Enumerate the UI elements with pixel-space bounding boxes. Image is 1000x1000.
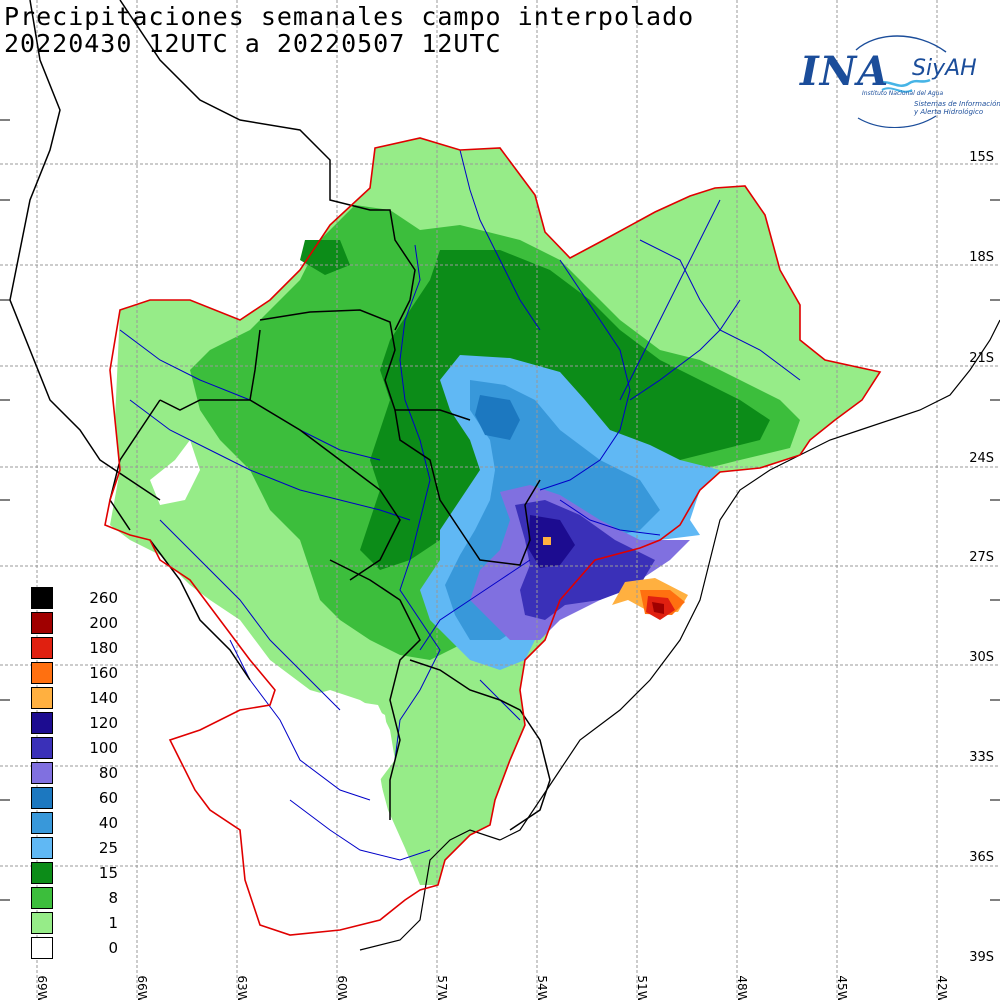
field-peak-spot [543, 537, 551, 545]
legend-label: 25 [98, 839, 118, 857]
legend-swatch [31, 912, 53, 934]
legend-item: 260 [30, 586, 118, 611]
lat-label-21s: 21S [969, 351, 994, 366]
legend-swatch [31, 687, 53, 709]
lon-label-48w: 48W [735, 975, 749, 1000]
logo-system-line-2: y Alerta Hidrológico [914, 108, 984, 116]
legend-label: 8 [108, 889, 118, 907]
legend-label: 60 [98, 789, 118, 807]
legend-swatch [31, 787, 53, 809]
lat-label-33s: 33S [969, 750, 994, 765]
legend-label: 40 [98, 814, 118, 832]
lat-label-18s: 18S [969, 250, 994, 265]
legend-label: 15 [98, 864, 118, 882]
lon-label-66w: 66W [135, 975, 149, 1000]
lat-label-30s: 30S [969, 650, 994, 665]
field-200mm [652, 602, 664, 614]
lat-label-27s: 27S [969, 550, 994, 565]
map-title: Precipitaciones semanales campo interpol… [4, 2, 695, 31]
lon-label-51w: 51W [635, 975, 649, 1000]
legend-label: 120 [89, 714, 118, 732]
legend-label: 1 [108, 914, 118, 932]
logo-siyah-text: SiyAH [912, 56, 977, 81]
legend-swatch [31, 712, 53, 734]
legend-swatch [31, 662, 53, 684]
legend-swatch [31, 587, 53, 609]
legend-swatch [31, 637, 53, 659]
legend-label: 140 [89, 689, 118, 707]
legend-item: 60 [30, 786, 118, 811]
lon-label-57w: 57W [435, 975, 449, 1000]
ina-siyah-logo: INA SiyAH Instituto Nacional del Agua Si… [796, 32, 1000, 128]
legend-label: 160 [89, 664, 118, 682]
logo-ina-text: INA [800, 48, 890, 95]
legend-label: 260 [89, 589, 118, 607]
field-60mm [475, 395, 520, 440]
map-date-range: 20220430 12UTC a 20220507 12UTC [4, 29, 502, 58]
legend-label: 80 [98, 764, 118, 782]
frame-ticks [0, 119, 1000, 901]
precip-field [110, 138, 880, 885]
basin-outline [104, 137, 882, 936]
legend-label: 100 [89, 739, 118, 757]
field-0mm-south [230, 690, 390, 860]
legend-item: 120 [30, 711, 118, 736]
logo-swoosh-icon [855, 35, 947, 128]
legend-item: 140 [30, 686, 118, 711]
legend-swatch [31, 812, 53, 834]
logo-system-text: Sistemas de Información y Alerta Hidroló… [914, 100, 1000, 116]
lat-label-24s: 24S [969, 451, 994, 466]
lat-label-36s: 36S [969, 850, 994, 865]
coastline [359, 319, 1000, 951]
logo-institution-text: Instituto Nacional del Agua [862, 90, 944, 97]
lat-label-39s: 39S [969, 950, 994, 965]
rivers [119, 149, 801, 861]
legend-item: 25 [30, 836, 118, 861]
legend-item: 200 [30, 611, 118, 636]
lon-label-69w: 69W [35, 975, 49, 1000]
legend-swatch [31, 937, 53, 959]
legend-item: 40 [30, 811, 118, 836]
field-0mm-west [150, 440, 200, 505]
lon-label-45w: 45W [835, 975, 849, 1000]
legend-swatch [31, 762, 53, 784]
lon-label-60w: 60W [335, 975, 349, 1000]
legend-item: 8 [30, 886, 118, 911]
legend-item: 0 [30, 936, 118, 961]
legend-item: 100 [30, 736, 118, 761]
legend-item: 1 [30, 911, 118, 936]
legend-item: 180 [30, 636, 118, 661]
lon-label-63w: 63W [235, 975, 249, 1000]
lon-label-54w: 54W [535, 975, 549, 1000]
legend-label: 0 [108, 939, 118, 957]
field-120mm [528, 515, 575, 568]
legend-swatch [31, 887, 53, 909]
legend-item: 80 [30, 761, 118, 786]
legend-swatch [31, 862, 53, 884]
logo-system-line-1: Sistemas de Información [914, 100, 1000, 108]
lat-label-15s: 15S [969, 150, 994, 165]
lon-label-42w: 42W [935, 975, 949, 1000]
legend-swatch [31, 612, 53, 634]
legend-label: 180 [89, 639, 118, 657]
legend-label: 200 [89, 614, 118, 632]
legend-swatch [31, 837, 53, 859]
legend-item: 15 [30, 861, 118, 886]
precip-legend: 260 200 180 160 140 120 100 80 60 40 25 15 8 1 0 [30, 586, 118, 961]
legend-swatch [31, 737, 53, 759]
legend-item: 160 [30, 661, 118, 686]
